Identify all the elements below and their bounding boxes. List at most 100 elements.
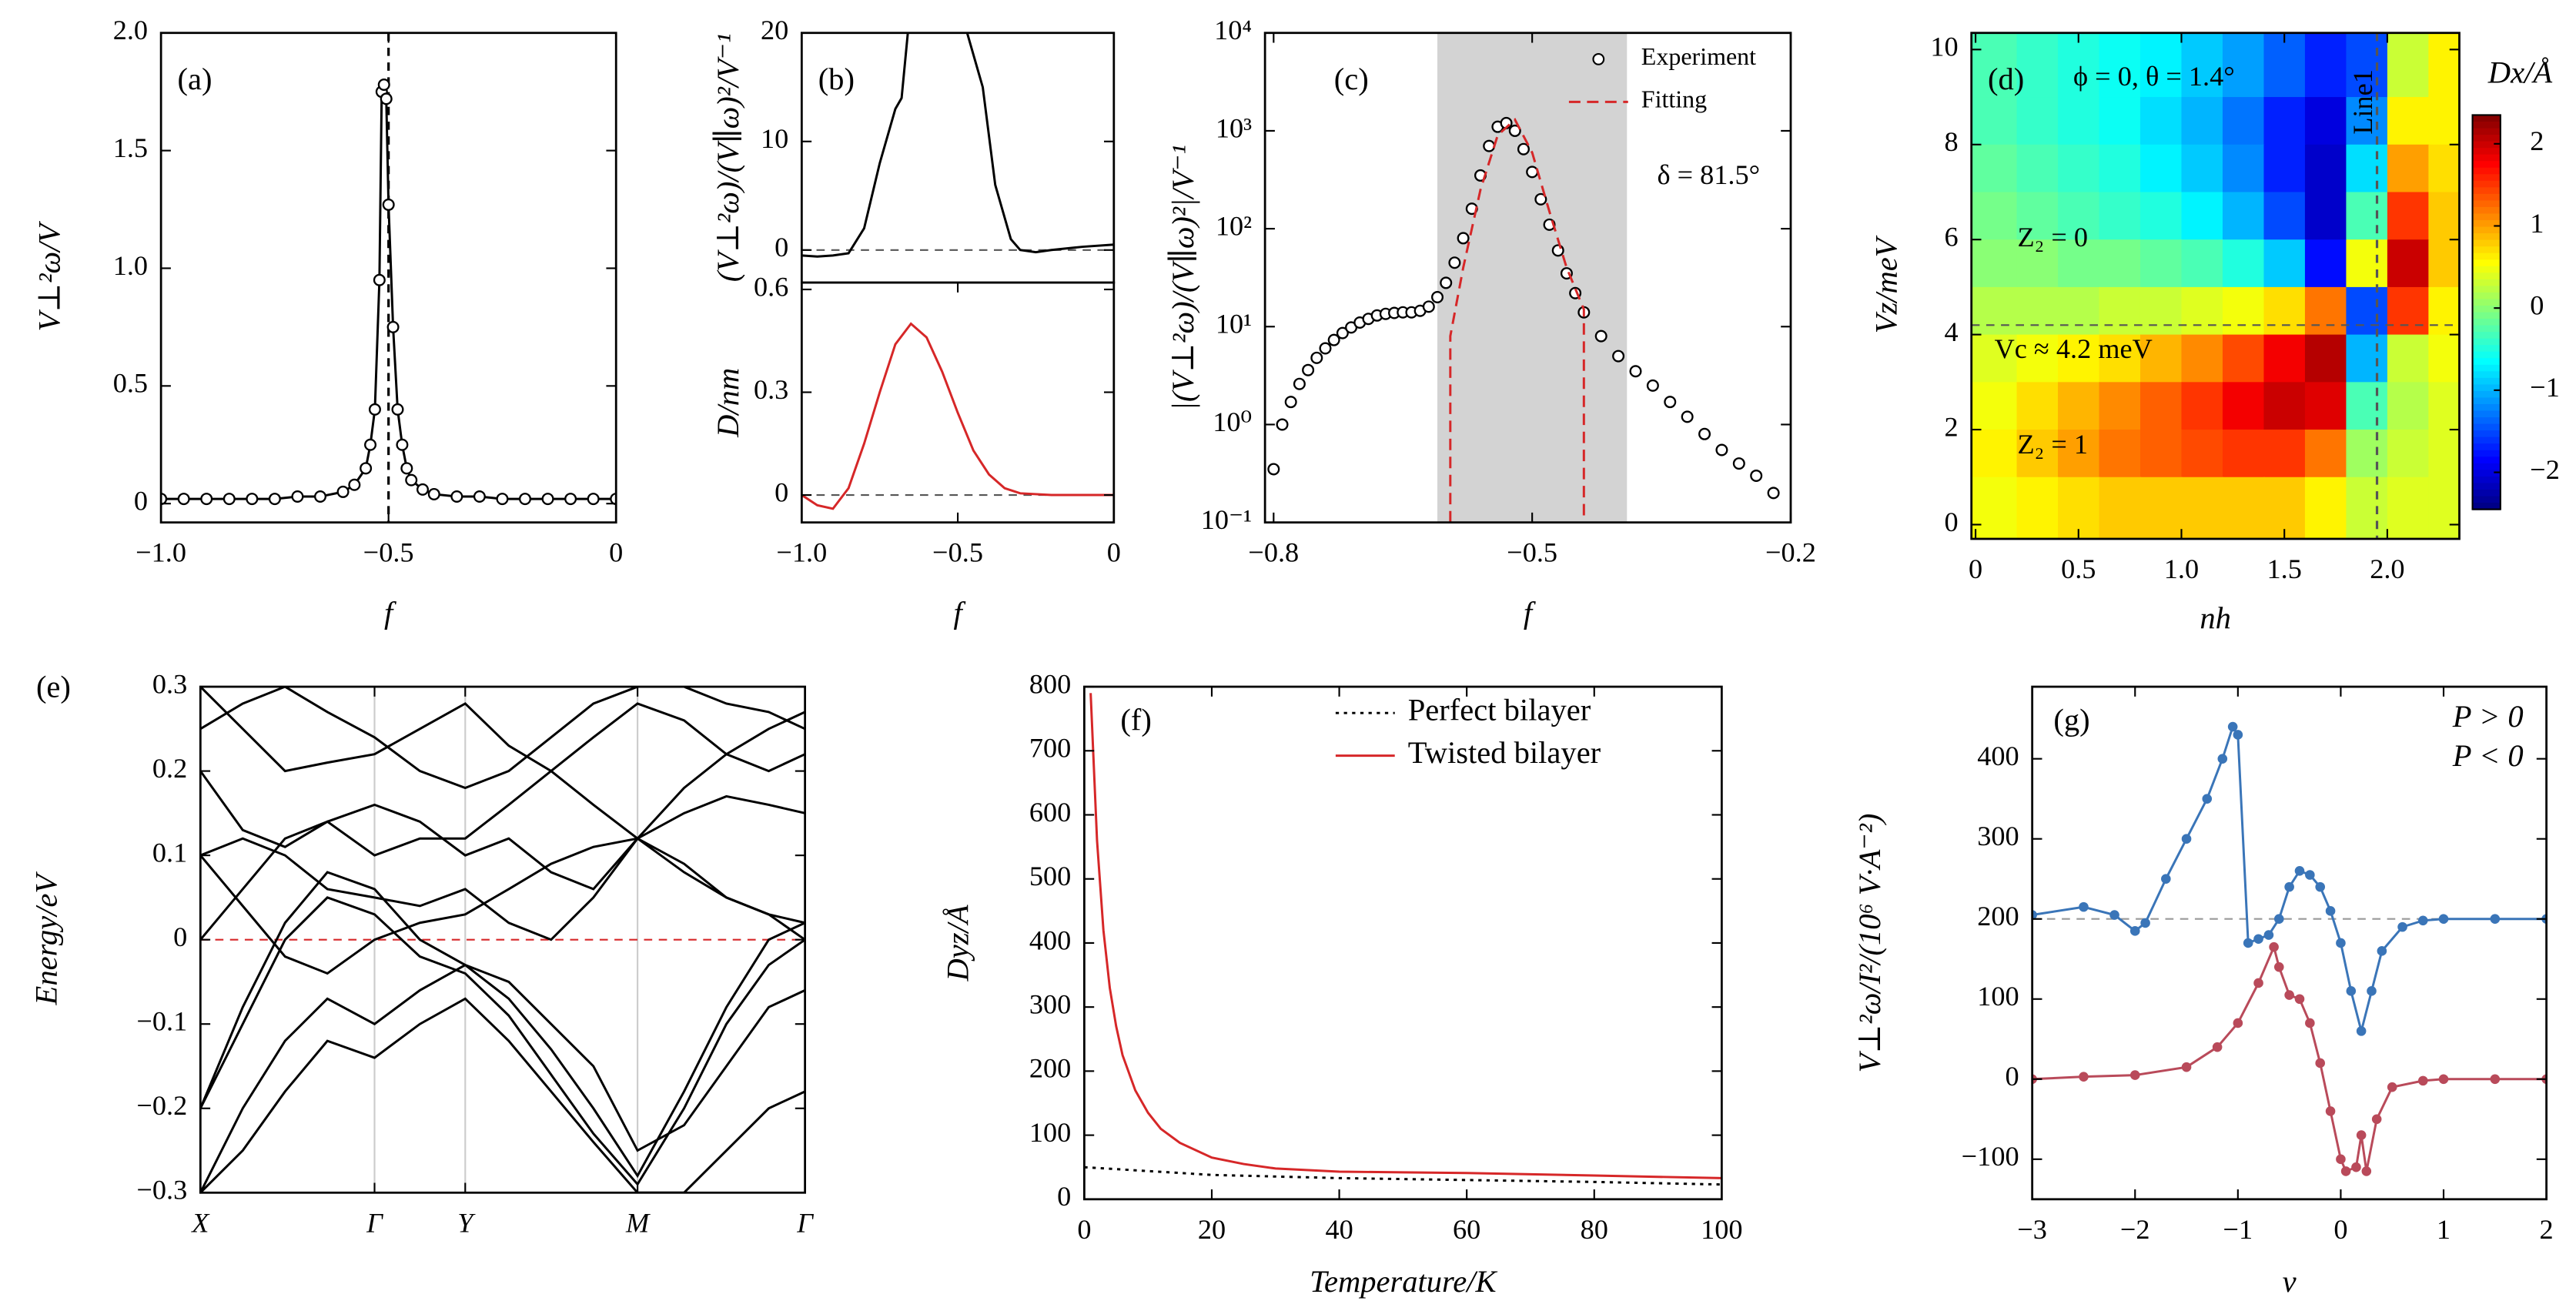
data-point	[1284, 396, 1297, 409]
heatmap-cell	[2428, 144, 2460, 193]
x-tick-label: 100	[1701, 1214, 1742, 1245]
heatmap-cell	[2387, 334, 2430, 383]
x-tick-label: 80	[1581, 1214, 1608, 1245]
x-tick-label: 0	[2333, 1214, 2347, 1245]
x-tick-label: 1.0	[2164, 553, 2199, 584]
data-point	[1302, 363, 1315, 376]
data-point	[1767, 487, 1780, 500]
heatmap-cell	[2099, 286, 2142, 336]
colorbar-step	[2472, 417, 2501, 425]
y-tick-label: 500	[1029, 861, 1071, 891]
heatmap-cell	[2058, 239, 2100, 288]
colorbar-step	[2472, 292, 2501, 300]
data-line	[200, 837, 805, 975]
heatmap-cell	[2346, 334, 2388, 383]
data-point	[1664, 396, 1677, 409]
data-line	[200, 803, 805, 941]
data-point	[400, 462, 413, 475]
data-point	[2367, 986, 2377, 996]
colorbar-step	[2472, 115, 2501, 123]
colorbar-step	[2472, 358, 2501, 366]
y-tick-label: −100	[1962, 1141, 2019, 1172]
x-axis-label: f	[1524, 596, 1536, 630]
y-tick-label: 800	[1029, 668, 1071, 699]
data-point	[450, 490, 463, 503]
heatmap-cell	[2387, 286, 2430, 336]
data-point	[386, 320, 400, 333]
x-tick-label: −2	[2120, 1214, 2150, 1245]
heatmap-cell	[2139, 286, 2183, 336]
y-tick-label: 10	[1930, 32, 1958, 62]
heatmap-cell	[2016, 144, 2059, 193]
y-tick-label: 400	[1029, 925, 1071, 955]
colorbar-step	[2472, 364, 2501, 373]
colorbar-step	[2472, 161, 2501, 169]
heatmap-cell	[2016, 239, 2059, 288]
colorbar-step	[2472, 233, 2501, 241]
data-point	[1715, 443, 1728, 457]
panel-label: (c)	[1334, 62, 1369, 96]
data-point	[396, 438, 409, 451]
data-point	[1310, 351, 1323, 364]
heatmap-cell	[2304, 144, 2347, 193]
panel-label: (g)	[2053, 702, 2089, 737]
colorbar-step	[2472, 483, 2501, 491]
heatmap-cell	[2428, 32, 2460, 99]
heatmap-cell	[2387, 192, 2430, 241]
x-tick-label: Γ	[366, 1207, 383, 1238]
y-tick-label: 10⁴	[1214, 15, 1252, 45]
heatmap-cell	[2058, 144, 2100, 193]
x-tick-label: 1	[2437, 1214, 2451, 1245]
heatmap-cell	[2058, 430, 2100, 478]
heatmap-cell	[2058, 192, 2100, 241]
heatmap-cell	[1971, 239, 2018, 288]
data-point	[2340, 1166, 2351, 1176]
heatmap-cell	[2387, 382, 2430, 431]
data-point	[336, 485, 350, 498]
data-point	[2336, 938, 2346, 948]
colorbar-step	[2472, 128, 2501, 136]
data-point	[2227, 721, 2238, 732]
colorbar-step	[2472, 436, 2501, 445]
heatmap-cell	[2263, 477, 2306, 539]
heatmap-cell	[2099, 239, 2142, 288]
legend-label: Twisted bilayer	[1408, 735, 1601, 770]
heatmap-cell	[1971, 192, 2018, 241]
data-point	[1612, 349, 1625, 363]
colorbar-step	[2472, 180, 2501, 189]
annotation: ϕ = 0, θ = 1.4°	[2073, 61, 2235, 92]
legend-marker	[1592, 52, 1605, 65]
heatmap-cell	[2346, 32, 2388, 99]
shaded-region	[1437, 32, 1628, 523]
legend-label: P < 0	[2452, 738, 2524, 773]
data-point	[291, 490, 304, 503]
heatmap-cell	[2222, 334, 2265, 383]
heatmap-cell	[2222, 144, 2265, 193]
heatmap-cell	[2263, 97, 2306, 145]
data-point	[2325, 906, 2336, 916]
data-point	[2351, 1162, 2361, 1172]
heatmap-cell	[2181, 286, 2224, 336]
heatmap-cell	[2346, 144, 2388, 193]
heatmap-cell	[2222, 477, 2265, 539]
heatmap-cell	[2222, 382, 2265, 431]
heatmap-cell	[2263, 334, 2306, 383]
colorbar-step	[2472, 299, 2501, 307]
heatmap-cell	[2428, 334, 2460, 383]
heatmap-cell	[1971, 286, 2018, 336]
y-tick-label: 200	[1977, 901, 2019, 931]
colorbar-step	[2472, 312, 2501, 320]
heatmap-cell	[2016, 192, 2059, 241]
heatmap-cell	[2428, 286, 2460, 336]
colorbar-step	[2472, 384, 2501, 393]
data-point	[373, 273, 386, 286]
y-axis-label: (V⊥²ω)/(V∥ω)²/V⁻¹	[711, 34, 745, 283]
y-tick-label: 400	[1977, 741, 2019, 771]
colorbar-step	[2472, 371, 2501, 379]
data-point	[2181, 1062, 2192, 1072]
colorbar-tick-label: −2	[2530, 454, 2560, 485]
y-tick-label: −0.3	[136, 1175, 187, 1206]
data-point	[2161, 874, 2171, 885]
x-tick-label: M	[625, 1207, 651, 1238]
